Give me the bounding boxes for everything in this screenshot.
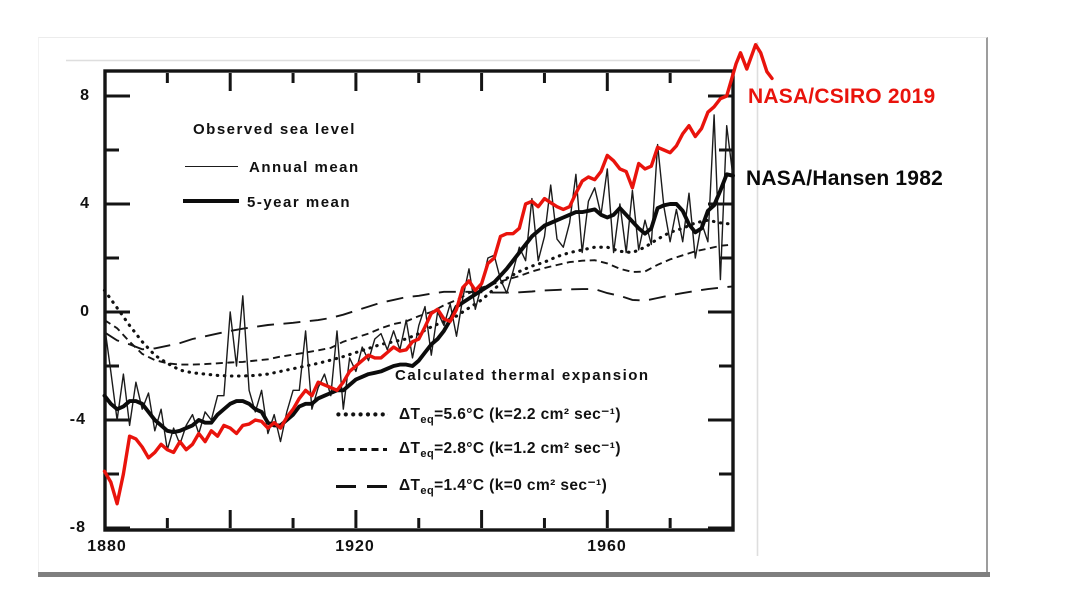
delta-t-subscript: eq (420, 485, 435, 498)
annual-mean-line-sample (185, 166, 238, 167)
y-axis-label-neg4: -4 (69, 411, 86, 428)
y-axis-label-neg8: -8 (69, 519, 86, 536)
legend-five-year-mean-label: 5-year mean (247, 194, 352, 211)
delta-t-symbol: ΔT (399, 440, 421, 457)
series-dotted-line (102, 218, 735, 378)
series-longdash-line (103, 285, 734, 351)
delta-t-value: =1.4°C (k=0 cm² sec⁻¹) (434, 477, 608, 494)
legend-teq-2-8-label: ΔTeq=2.8°C (k=1.2 cm² sec⁻¹) (399, 439, 621, 460)
y-axis-label-8: 8 (80, 87, 90, 104)
five-year-mean-line-sample (183, 199, 239, 203)
series-thin-line (103, 114, 734, 451)
short-dash-line-sample (337, 448, 387, 451)
delta-t-value: =2.8°C (k=1.2 cm² sec⁻¹) (434, 440, 621, 457)
y-axis-label-4: 4 (80, 195, 90, 212)
plot-border (103, 69, 735, 532)
delta-t-symbol: ΔT (399, 477, 421, 494)
delta-t-value: =5.6°C (k=2.2 cm² sec⁻¹) (434, 406, 621, 423)
document-page (38, 37, 988, 573)
legend-annual-mean-label: Annual mean (249, 159, 360, 176)
page-drop-shadow (38, 572, 990, 577)
legend-teq-1-4-label: ΔTeq=1.4°C (k=0 cm² sec⁻¹) (399, 476, 607, 497)
x-axis-label-1960: 1960 (587, 538, 627, 555)
dotted-line-sample (336, 412, 388, 417)
legend-observed-title: Observed sea level (193, 121, 356, 138)
long-dash-line-sample (336, 485, 389, 488)
series-shortdash-line (103, 243, 734, 366)
x-axis-label-1880: 1880 (87, 538, 127, 555)
legend-thermal-title: Calculated thermal expansion (395, 367, 650, 384)
nasa-csiro-2019-label: NASA/CSIRO 2019 (748, 85, 936, 108)
series-red-line (102, 43, 774, 506)
x-axis-label-1920: 1920 (335, 538, 375, 555)
delta-t-symbol: ΔT (399, 406, 421, 423)
legend-teq-5-6-label: ΔTeq=5.6°C (k=2.2 cm² sec⁻¹) (399, 405, 621, 426)
delta-t-subscript: eq (420, 448, 435, 461)
y-axis-label-0: 0 (80, 303, 90, 320)
delta-t-subscript: eq (420, 414, 435, 427)
nasa-hansen-1982-label: NASA/Hansen 1982 (746, 167, 943, 190)
series-thick-line (102, 172, 735, 435)
